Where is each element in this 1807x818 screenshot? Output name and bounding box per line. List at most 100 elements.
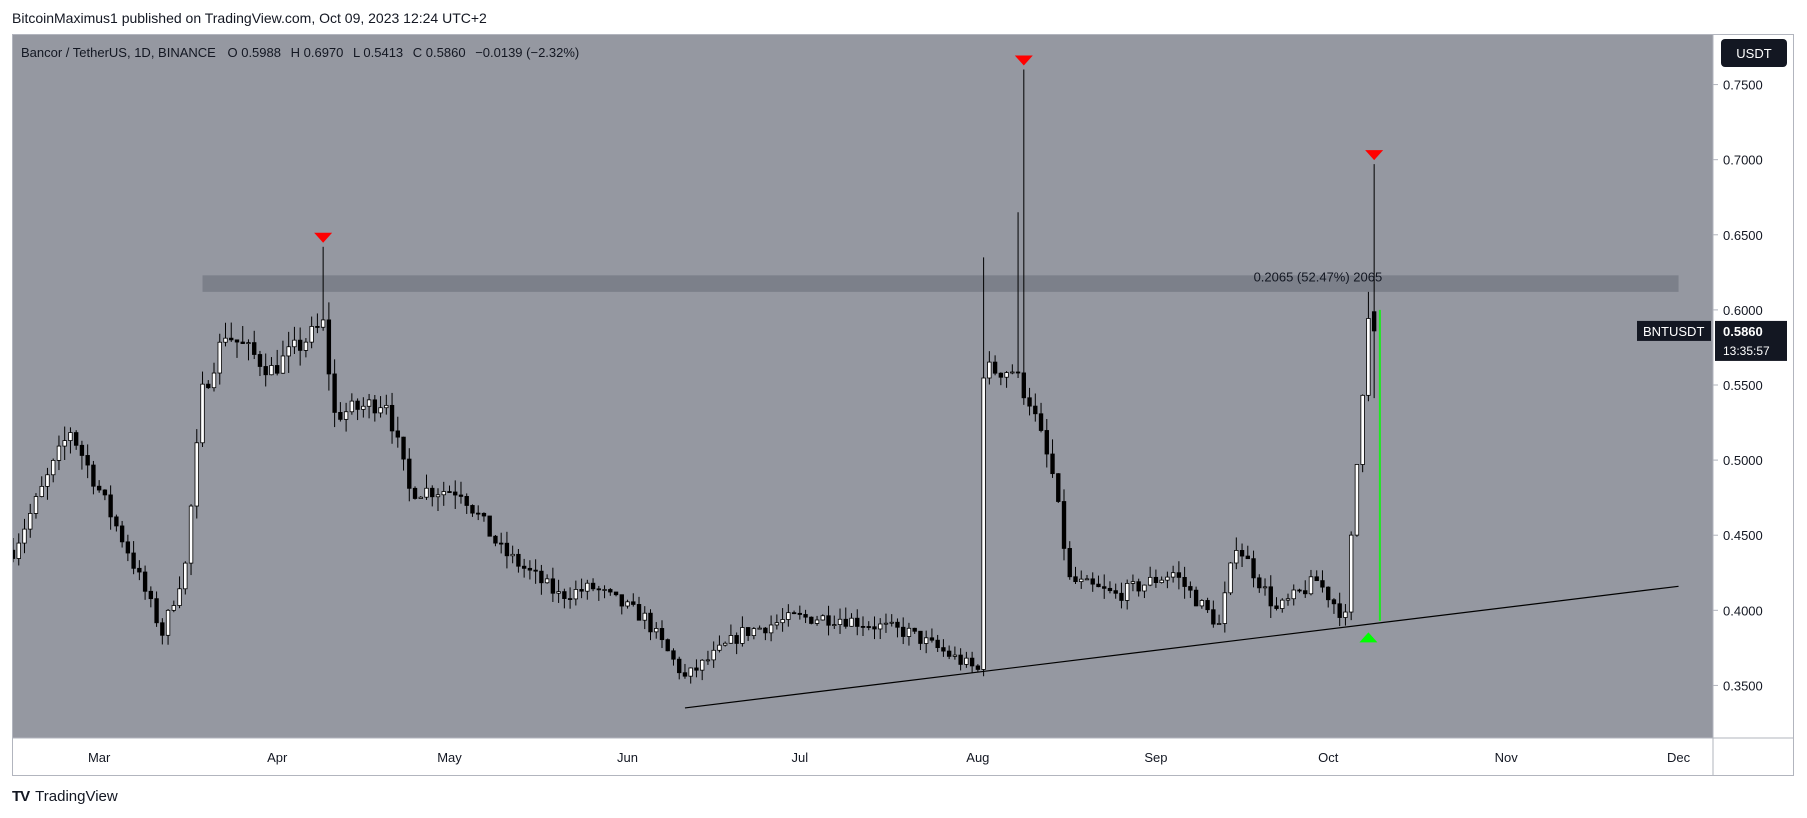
candle bbox=[889, 621, 894, 624]
candle bbox=[1348, 534, 1354, 613]
candle bbox=[1188, 586, 1193, 591]
support-marker-icon bbox=[1359, 632, 1378, 643]
candle bbox=[1326, 586, 1331, 601]
candle bbox=[1205, 600, 1210, 611]
candle bbox=[1371, 311, 1377, 332]
candle bbox=[952, 654, 958, 657]
candle bbox=[1090, 578, 1095, 585]
candle bbox=[1050, 453, 1055, 475]
y-axis[interactable]: 0.3500 0.4000 0.4500 0.5000 0.5500 0.6000 0.65… bbox=[1713, 78, 1763, 694]
resistance-marker-icon bbox=[314, 232, 333, 243]
candle bbox=[246, 342, 251, 344]
candle bbox=[1303, 590, 1308, 595]
candle bbox=[1107, 587, 1113, 592]
candle bbox=[596, 588, 601, 591]
candle bbox=[16, 542, 21, 559]
candle bbox=[797, 612, 803, 615]
candle bbox=[1337, 603, 1342, 618]
candle bbox=[447, 491, 452, 493]
candle bbox=[809, 616, 814, 624]
candle bbox=[849, 617, 854, 627]
support-trendline bbox=[684, 585, 1679, 709]
chart-frame[interactable]: 0.2065 (52.47%) 2065 Bancor / TetherUS, … bbox=[12, 34, 1794, 776]
candle bbox=[1343, 611, 1348, 618]
candle bbox=[33, 496, 39, 514]
candle bbox=[154, 598, 159, 624]
y-tick-label: 0.5500 bbox=[1723, 378, 1763, 393]
candle bbox=[1182, 576, 1187, 587]
candle bbox=[780, 619, 785, 624]
candle bbox=[269, 365, 274, 376]
candle bbox=[791, 612, 797, 615]
candle bbox=[768, 624, 774, 634]
candle bbox=[476, 512, 481, 515]
y-tick-label: 0.7000 bbox=[1723, 153, 1763, 168]
candle bbox=[1136, 581, 1141, 592]
candle bbox=[1125, 583, 1130, 601]
candle bbox=[855, 617, 860, 627]
candle bbox=[148, 590, 154, 600]
candle bbox=[814, 619, 820, 624]
candle bbox=[1170, 572, 1176, 578]
candle bbox=[142, 571, 148, 592]
candle bbox=[114, 516, 119, 527]
candle bbox=[763, 627, 768, 634]
candle bbox=[395, 430, 400, 438]
currency-button[interactable]: USDT bbox=[1721, 39, 1787, 67]
candle bbox=[79, 444, 85, 456]
candle bbox=[659, 628, 665, 641]
candle bbox=[619, 594, 624, 607]
candle bbox=[1176, 572, 1182, 578]
price-label-value: 0.5860 bbox=[1723, 324, 1763, 339]
candle bbox=[1216, 623, 1222, 625]
candle bbox=[309, 326, 314, 343]
candle bbox=[1331, 599, 1337, 605]
x-axis[interactable]: Mar Apr May Jun Jul Aug Sep Oct Nov Dec bbox=[88, 750, 1691, 765]
candle bbox=[13, 549, 16, 559]
publisher-header: BitcoinMaximus1 published on TradingView… bbox=[12, 10, 487, 26]
candle bbox=[665, 639, 670, 652]
candle bbox=[1102, 586, 1107, 589]
candle bbox=[315, 326, 320, 328]
candle bbox=[1061, 501, 1067, 549]
candle bbox=[211, 372, 217, 389]
candle bbox=[407, 458, 412, 489]
chart-legend: Bancor / TetherUS, 1D, BINANCE O 0.5988 … bbox=[21, 45, 579, 60]
candle bbox=[946, 650, 952, 657]
candle bbox=[39, 485, 44, 497]
candle bbox=[1119, 592, 1124, 601]
candle bbox=[1211, 609, 1216, 625]
legend-open-value: 0.5988 bbox=[241, 45, 281, 60]
y-tick-label: 0.6000 bbox=[1723, 303, 1763, 318]
candle bbox=[62, 440, 67, 447]
current-price-label: BNTUSDT 0.5860 13:35:57 bbox=[1637, 320, 1787, 361]
x-tick-label: Nov bbox=[1495, 750, 1519, 765]
x-tick-label: Jul bbox=[792, 750, 809, 765]
candle bbox=[384, 404, 389, 409]
currency-label: USDT bbox=[1736, 46, 1771, 61]
candle bbox=[240, 341, 245, 344]
candle bbox=[453, 491, 458, 496]
candle bbox=[22, 528, 27, 544]
candle bbox=[878, 623, 883, 630]
chart-canvas[interactable]: 0.2065 (52.47%) 2065 Bancor / TetherUS, … bbox=[13, 35, 1793, 775]
candle bbox=[550, 578, 556, 594]
candle bbox=[757, 627, 762, 630]
candle bbox=[1130, 581, 1136, 584]
candle bbox=[837, 618, 843, 625]
x-tick-label: Dec bbox=[1667, 750, 1691, 765]
candle bbox=[906, 627, 912, 637]
candle bbox=[28, 513, 33, 530]
candle bbox=[1027, 397, 1032, 407]
candle bbox=[923, 637, 929, 644]
candle bbox=[1038, 413, 1044, 431]
candle bbox=[901, 626, 906, 637]
candle bbox=[1262, 586, 1268, 589]
candle bbox=[677, 658, 682, 674]
candle bbox=[229, 337, 234, 341]
candle bbox=[1079, 578, 1084, 583]
candle bbox=[280, 355, 286, 374]
footer: TV TradingView bbox=[12, 788, 118, 805]
y-tick-label: 0.6500 bbox=[1723, 228, 1763, 243]
candle bbox=[1021, 372, 1026, 399]
